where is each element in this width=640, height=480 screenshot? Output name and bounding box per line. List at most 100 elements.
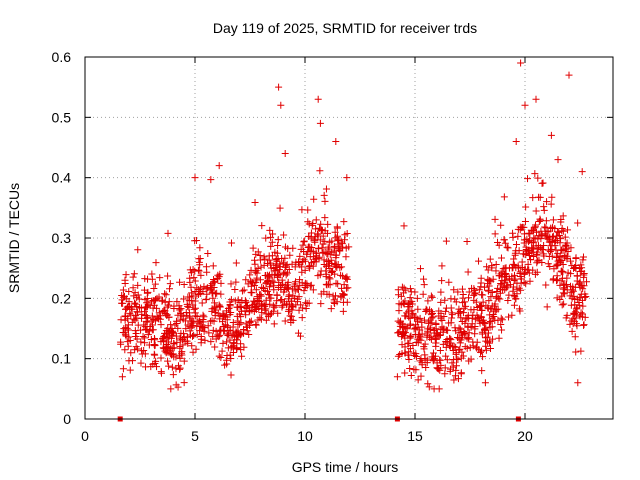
data-point [567,257,575,265]
data-point [211,308,219,316]
data-point [498,316,506,324]
data-point [427,292,435,300]
data-point [211,343,219,351]
data-point [266,226,274,234]
data-point [478,306,486,314]
data-point [272,261,280,269]
data-point [316,167,324,175]
data-point [505,275,513,283]
data-point [435,312,443,320]
data-point [418,330,426,338]
data-point [442,343,450,351]
data-point [529,238,537,246]
data-point [218,347,226,355]
data-point [283,300,291,308]
data-point [182,325,190,333]
data-point [530,253,538,261]
data-point [234,331,242,339]
data-point [265,291,273,299]
data-point [191,312,199,320]
data-point [220,313,228,321]
data-point [436,331,444,339]
data-point [573,272,581,280]
data-point [543,198,551,206]
data-point [395,307,403,315]
data-point [294,259,302,267]
data-point [324,243,332,251]
data-point [543,234,551,242]
data-point [491,215,499,223]
data-point [144,314,152,322]
data-point [197,322,205,330]
data-point [429,349,437,357]
data-point [333,263,341,271]
data-point [138,310,146,318]
data-point [258,222,266,230]
data-point [398,341,406,349]
data-point [206,282,214,290]
data-point [125,288,133,296]
data-point [149,304,157,312]
data-point [481,379,489,387]
data-point [185,303,193,311]
data-point [331,300,339,308]
data-point [157,354,165,362]
data-point [432,339,440,347]
data-point [157,338,165,346]
data-point [559,247,567,255]
data-point [569,315,577,323]
data-point [487,345,495,353]
data-point [178,349,186,357]
data-point [195,327,203,335]
data-point [488,288,496,296]
data-point [121,305,129,313]
data-point [270,320,278,328]
data-point [479,353,487,361]
data-point [437,361,445,369]
data-point [164,272,172,280]
data-point [252,286,260,294]
data-point [164,344,172,352]
data-point [250,308,258,316]
data-point [237,340,245,348]
data-point [141,275,149,283]
data-point [200,313,208,321]
data-point [478,330,486,338]
data-point [227,308,235,316]
data-point [230,339,238,347]
data-point [540,203,548,211]
data-point [552,253,560,261]
data-point [500,236,508,244]
data-point [319,232,327,240]
data-point [520,270,528,278]
y-tick-label: 0.5 [52,109,72,125]
data-point [416,265,424,273]
data-point [322,262,330,270]
data-point [564,269,572,277]
data-point [249,244,257,252]
data-point [176,365,184,373]
data-point [542,217,550,225]
data-point [258,283,266,291]
data-point [401,329,409,337]
data-point [202,285,210,293]
data-point [537,227,545,235]
data-point [185,293,193,301]
data-point [128,318,136,326]
data-point [491,302,499,310]
data-point [477,274,485,282]
data-point [126,366,134,374]
data-point [492,294,500,302]
data-point [191,174,199,182]
data-point [405,355,413,363]
data-point [298,206,306,214]
data-point [208,305,216,313]
data-point [486,311,494,319]
data-point [417,336,425,344]
data-point [121,346,129,354]
data-point [398,333,406,341]
data-point [454,375,462,383]
data-point [436,347,444,355]
data-point [192,345,200,353]
data-point [407,372,415,380]
